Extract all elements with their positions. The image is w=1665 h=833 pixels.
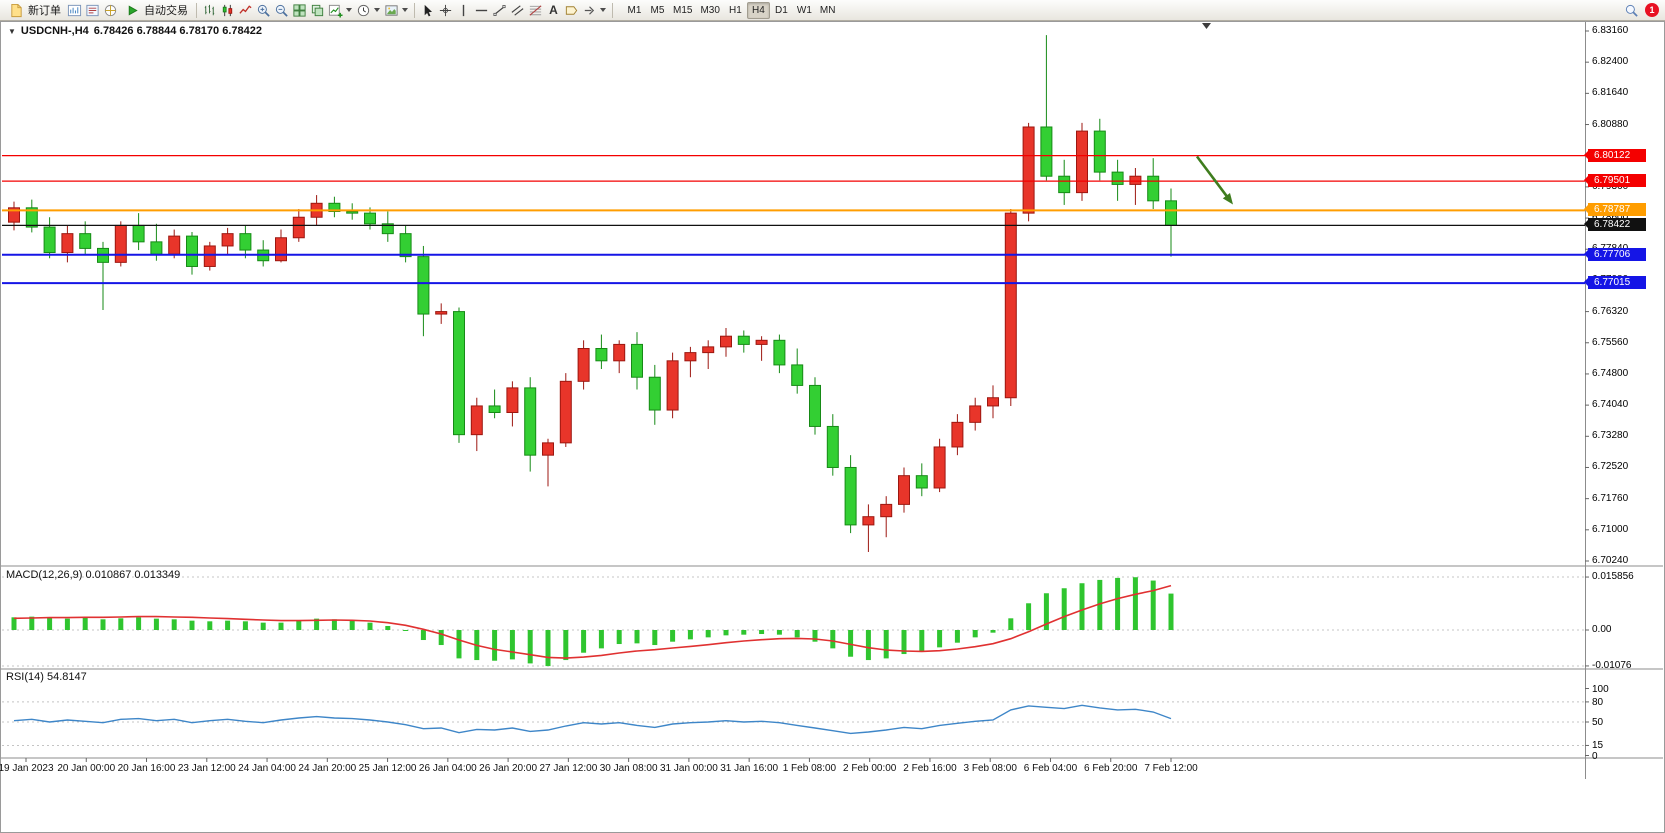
new-order-button[interactable]: 新订单 — [4, 1, 65, 19]
horizontal-line-tool-icon[interactable] — [473, 2, 490, 19]
news-icon[interactable] — [102, 2, 119, 19]
search-icon[interactable] — [1623, 2, 1640, 19]
candlestick-chart-icon[interactable] — [219, 2, 236, 19]
toolbar: 新订单 自动交易 — [0, 0, 1665, 21]
templates-icon[interactable] — [383, 2, 400, 19]
chart-title-bar: ▼ USDCNH-,H4 6.78426 6.78844 6.78170 6.7… — [8, 25, 262, 37]
indicators-icon[interactable] — [327, 2, 344, 19]
shapes-dropdown-chevron-icon[interactable] — [600, 8, 606, 12]
zoom-out-icon[interactable] — [273, 2, 290, 19]
timeframe-mn-button[interactable]: MN — [819, 4, 836, 16]
indicators-dropdown-chevron-icon[interactable] — [346, 8, 352, 12]
timeframe-m5-button[interactable]: M5 — [650, 4, 665, 16]
periods-dropdown-chevron-icon[interactable] — [374, 8, 380, 12]
charts-window-icon[interactable] — [66, 2, 83, 19]
line-chart-icon[interactable] — [237, 2, 254, 19]
chart-area[interactable] — [2, 22, 1585, 758]
crosshair-icon[interactable] — [437, 2, 454, 19]
timeframe-h4-button[interactable]: H4 — [746, 1, 770, 19]
fibonacci-tool-icon[interactable] — [527, 2, 544, 19]
play-icon — [124, 2, 141, 19]
timeframe-h1-button[interactable]: H1 — [729, 4, 742, 16]
tile-windows-icon[interactable] — [291, 2, 308, 19]
bar-chart-icon[interactable] — [201, 2, 218, 19]
text-tool-icon[interactable]: A — [549, 2, 558, 17]
toolbar-separator — [196, 2, 197, 18]
auto-trading-label: 自动交易 — [144, 5, 188, 17]
rsi-header: RSI(14) 54.8147 — [6, 671, 87, 683]
periods-clock-icon[interactable] — [355, 2, 372, 19]
timeframe-m1-button[interactable]: M1 — [627, 4, 642, 16]
new-order-label: 新订单 — [28, 5, 61, 17]
cascade-windows-icon[interactable] — [309, 2, 326, 19]
toolbar-separator — [414, 2, 415, 18]
label-tool-icon[interactable] — [563, 2, 580, 19]
zoom-in-icon[interactable] — [255, 2, 272, 19]
symbol-title: USDCNH-,H4 — [20, 25, 89, 37]
timeframe-group: M1 M5 M15 M30 H1 H4 D1 W1 MN — [623, 1, 839, 19]
collapse-chart-icon[interactable]: ▼ — [8, 26, 16, 36]
timeframe-d1-button[interactable]: D1 — [775, 4, 788, 16]
notification-badge[interactable]: 1 — [1645, 3, 1659, 17]
toolbar-separator — [612, 2, 613, 18]
toolbar-right: 1 — [1623, 2, 1661, 19]
timeframe-m30-button[interactable]: M30 — [700, 4, 720, 16]
market-watch-icon[interactable] — [84, 2, 101, 19]
auto-trading-button[interactable]: 自动交易 — [120, 1, 192, 19]
channel-tool-icon[interactable] — [509, 2, 526, 19]
shapes-tool-icon[interactable] — [581, 2, 598, 19]
trendline-tool-icon[interactable] — [491, 2, 508, 19]
new-order-icon — [8, 2, 25, 19]
timeframe-m15-button[interactable]: M15 — [673, 4, 693, 16]
timeframe-w1-button[interactable]: W1 — [796, 4, 812, 16]
macd-header: MACD(12,26,9) 0.010867 0.013349 — [6, 569, 181, 581]
templates-dropdown-chevron-icon[interactable] — [402, 8, 408, 12]
cursor-icon[interactable] — [419, 2, 436, 19]
vertical-line-tool-icon[interactable] — [455, 2, 472, 19]
ohlc-values: 6.78426 6.78844 6.78170 6.78422 — [93, 25, 262, 37]
